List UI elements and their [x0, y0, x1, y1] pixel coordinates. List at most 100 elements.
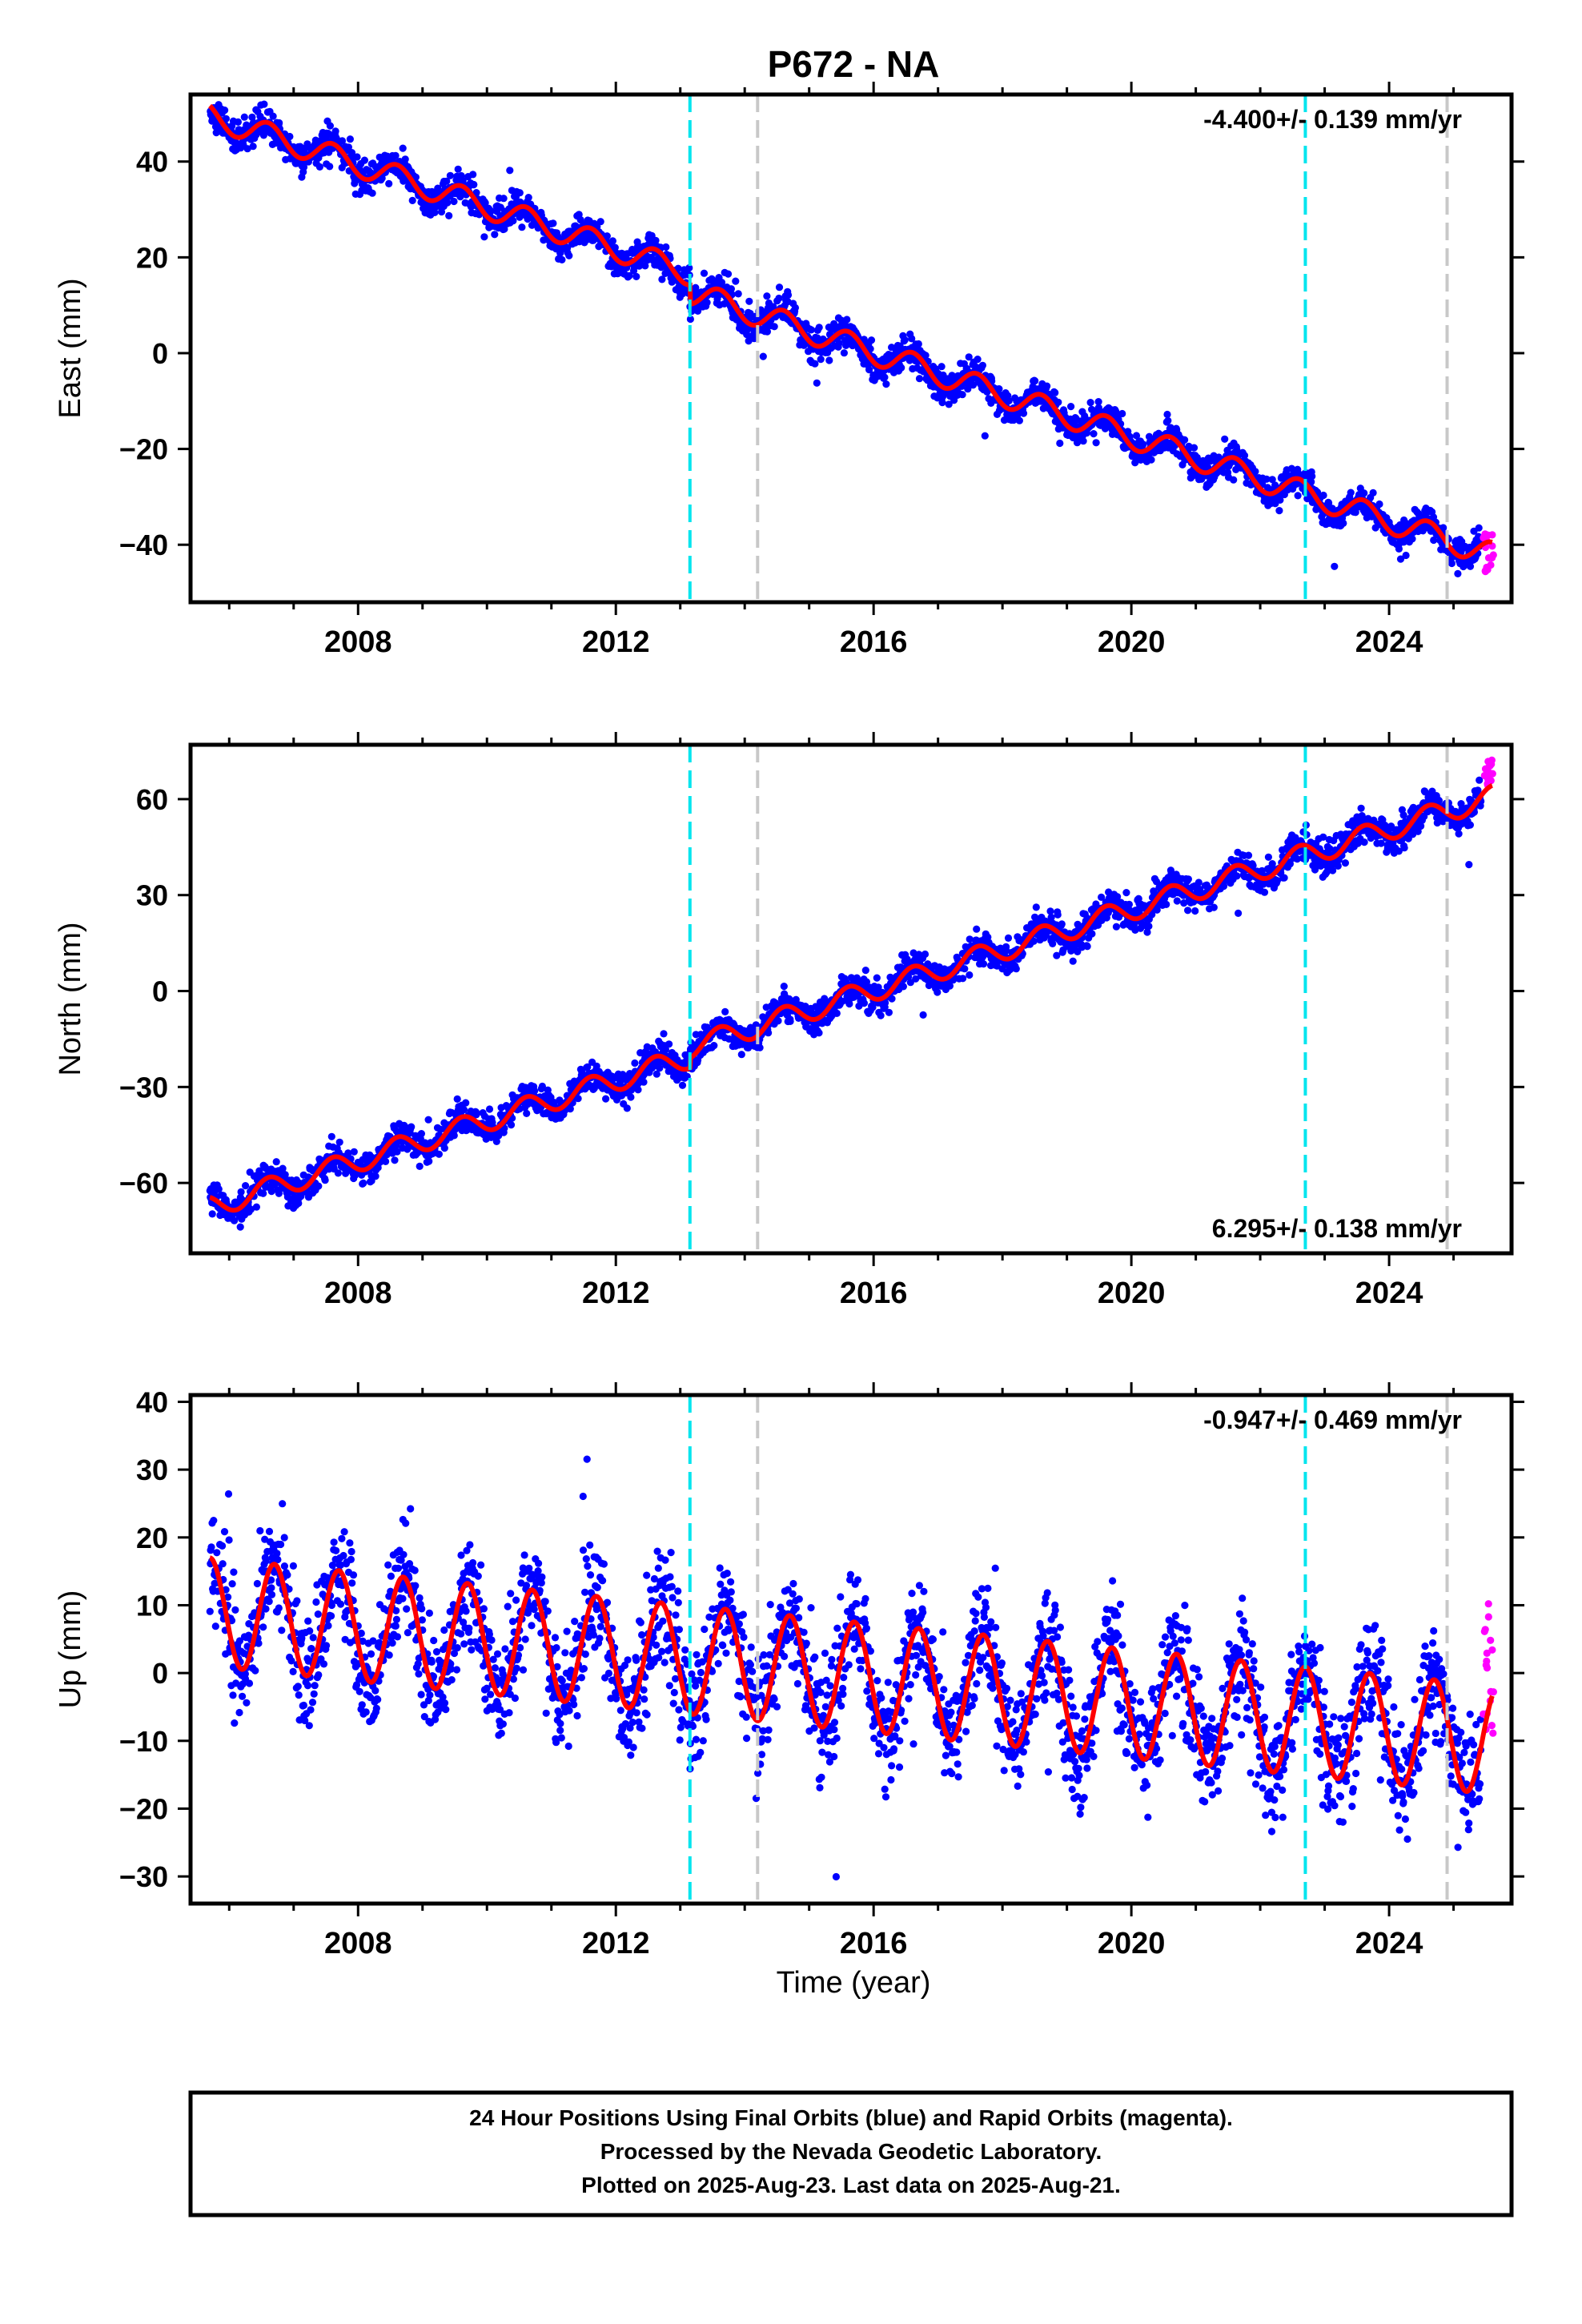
data-point: [518, 223, 526, 231]
data-point: [487, 207, 495, 215]
data-point: [1184, 907, 1192, 915]
data-point: [1184, 875, 1192, 883]
data-point: [1162, 900, 1170, 908]
data-point: [1067, 403, 1075, 411]
data-point: [286, 132, 294, 141]
data-point: [1051, 388, 1059, 396]
data-point: [208, 1210, 216, 1218]
data-point: [462, 1099, 470, 1107]
data-point: [368, 189, 376, 197]
data-point: [491, 231, 499, 239]
data-point: [1163, 410, 1171, 419]
data-point: [315, 163, 323, 171]
y-tick-label: −40: [119, 529, 168, 561]
data-point: [981, 432, 989, 440]
data-point: [833, 1009, 841, 1017]
data-point: [1031, 377, 1039, 385]
data-point: [921, 950, 930, 959]
data-point: [640, 1078, 648, 1086]
data-point: [915, 375, 924, 383]
data-point: [443, 177, 451, 185]
data-point: [1190, 444, 1199, 452]
data-point: [1092, 439, 1100, 447]
data-point: [780, 983, 788, 991]
data-point: [914, 340, 922, 348]
data-point: [1112, 923, 1120, 931]
data-point: [1079, 437, 1087, 445]
data-point: [784, 291, 793, 299]
data-point: [1058, 920, 1066, 928]
data-point: [412, 173, 420, 181]
data-point: [959, 975, 967, 983]
data-point: [299, 163, 308, 171]
data-point: [240, 113, 248, 121]
data-point: [727, 285, 736, 293]
data-point: [732, 277, 740, 285]
data-point: [807, 326, 815, 334]
data-point: [877, 1011, 885, 1019]
data-point: [1235, 909, 1243, 917]
data-point: [1308, 472, 1316, 480]
data-point: [444, 199, 452, 207]
data-point: [326, 163, 334, 171]
data-point: [1447, 559, 1456, 568]
data-point: [1369, 489, 1377, 497]
data-point: [236, 1223, 244, 1231]
data-point: [1056, 439, 1064, 448]
data-point: [978, 361, 986, 369]
data-point: [1375, 500, 1383, 509]
data-point: [979, 960, 988, 968]
figure-title: P672 - NA: [768, 43, 940, 85]
data-point: [652, 236, 660, 244]
data-point: [885, 1008, 893, 1016]
data-point: [899, 983, 907, 991]
data-point: [260, 100, 268, 108]
data-point: [1054, 398, 1062, 406]
data-point: [243, 145, 251, 153]
data-point: [346, 135, 354, 143]
data-point: [974, 356, 982, 364]
data-point: [382, 1157, 390, 1165]
data-point: [1244, 851, 1253, 859]
y-axis-label: East (mm): [54, 278, 87, 418]
data-point: [1139, 440, 1147, 448]
data-point: [275, 119, 283, 127]
data-point: [791, 304, 800, 312]
data-point: [867, 336, 876, 344]
data-point: [524, 194, 532, 202]
data-point: [500, 195, 508, 203]
data-point: [765, 1029, 773, 1037]
data-point: [692, 283, 700, 292]
data-point: [1132, 432, 1141, 440]
data-point: [734, 290, 742, 298]
data-point: [269, 112, 277, 120]
data-point: [1094, 398, 1102, 406]
data-point: [1181, 436, 1189, 444]
data-point: [424, 1116, 432, 1124]
data-point: [353, 153, 361, 161]
data-point: [1408, 535, 1416, 543]
data-point: [1402, 551, 1410, 560]
data-point: [815, 1029, 823, 1037]
data-point: [1264, 853, 1272, 861]
data-point: [326, 122, 334, 130]
data-point: [450, 197, 458, 206]
data-point: [934, 988, 942, 996]
data-point: [445, 211, 453, 219]
data-point: [347, 149, 356, 157]
data-point: [625, 271, 633, 279]
data-point: [866, 345, 874, 353]
data-point: [565, 251, 573, 259]
data-point: [1475, 524, 1483, 532]
data-point: [516, 189, 524, 197]
data-point: [817, 356, 825, 364]
data-point: [506, 167, 514, 175]
rapid-point: [1480, 533, 1488, 541]
data-point: [509, 217, 517, 225]
data-point: [311, 136, 319, 144]
x-tick-label: 2020: [1098, 625, 1166, 659]
data-point: [391, 151, 400, 159]
data-point: [1032, 903, 1040, 911]
data-point: [685, 263, 693, 272]
